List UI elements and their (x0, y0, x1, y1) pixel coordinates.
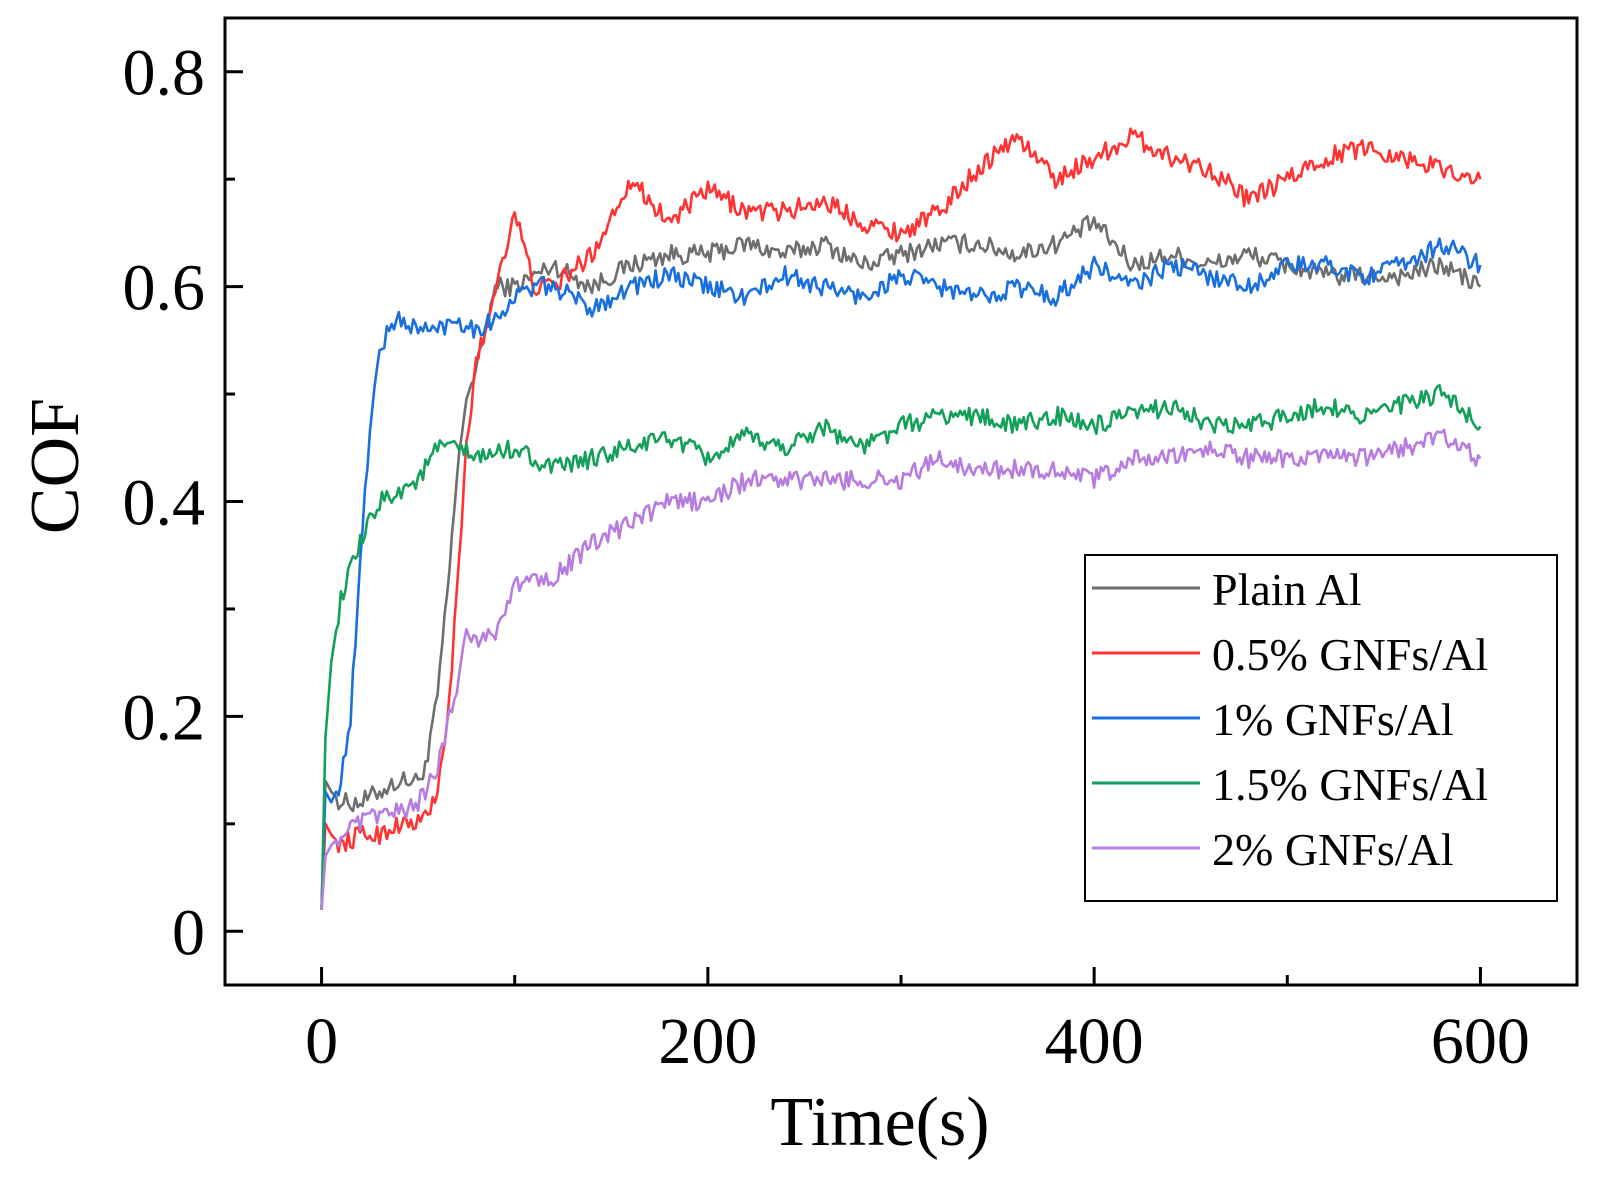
x-tick-label: 600 (1431, 1005, 1530, 1078)
x-axis-title: Time(s) (770, 1084, 989, 1161)
series-line-1 (320, 127, 1482, 910)
series-line-3 (320, 383, 1482, 910)
series-line-2 (320, 237, 1482, 910)
y-axis-title: COF (17, 398, 94, 534)
y-tick-label: 0.6 (123, 252, 206, 325)
x-tick-label: 200 (658, 1005, 757, 1078)
legend-label: 0.5% GNFs/Al (1212, 629, 1488, 680)
legend-label: 1.5% GNFs/Al (1212, 759, 1488, 810)
legend-label: 2% GNFs/Al (1212, 824, 1454, 875)
y-tick-label: 0.8 (123, 37, 206, 110)
series-layer (320, 127, 1482, 910)
y-tick-label: 0 (172, 896, 205, 969)
legend-box (1084, 554, 1558, 902)
axis-layer: 0 200 400 600 0 0.2 0.4 0.6 0.8 (123, 37, 1530, 1078)
legend-label: Plain Al (1212, 564, 1362, 615)
y-tick-label: 0.4 (123, 467, 206, 540)
x-tick-label: 400 (1045, 1005, 1144, 1078)
x-tick-label: 0 (305, 1005, 338, 1078)
series-line-4 (320, 428, 1482, 910)
legend: Plain Al 0.5% GNFs/Al 1% GNFs/Al 1.5% GNFs/… (1084, 554, 1558, 902)
y-tick-label: 0.2 (123, 681, 206, 754)
legend-label: 1% GNFs/Al (1212, 694, 1454, 745)
